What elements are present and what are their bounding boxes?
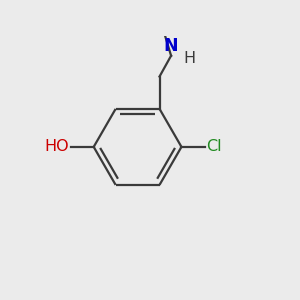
Text: H: H [184, 51, 196, 66]
Text: N: N [164, 37, 178, 55]
Text: HO: HO [45, 140, 69, 154]
Text: Cl: Cl [206, 140, 221, 154]
